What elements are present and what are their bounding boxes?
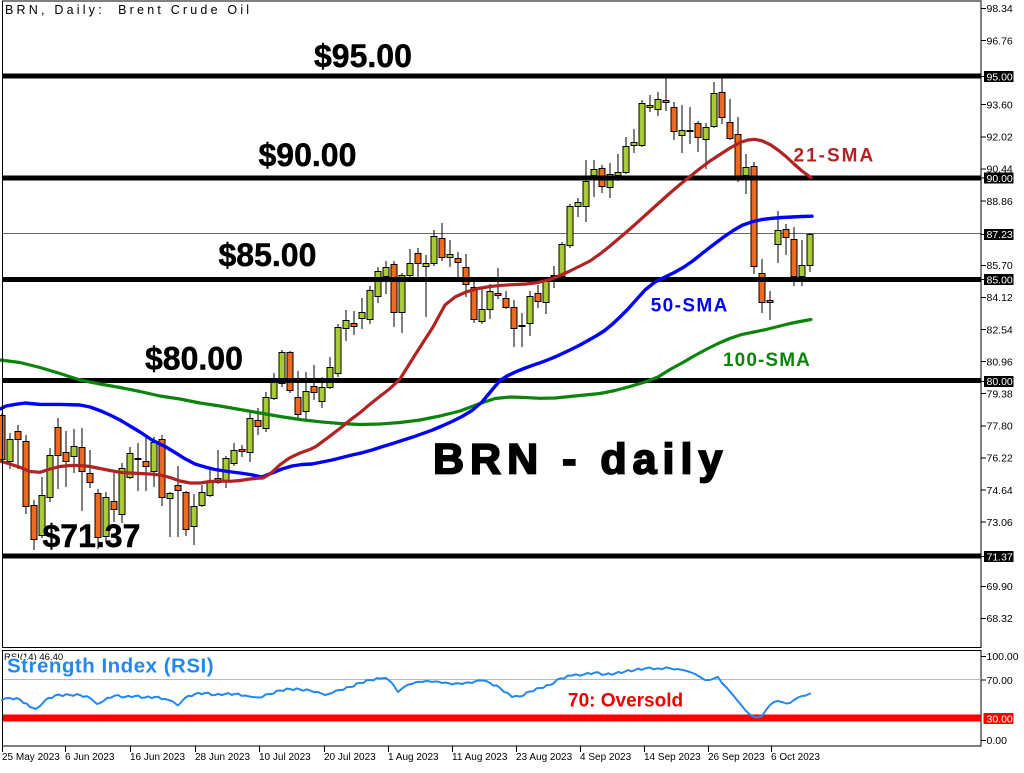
svg-text:82.54: 82.54 <box>987 324 1013 336</box>
svg-text:95.00: 95.00 <box>987 71 1013 83</box>
svg-text:85.00: 85.00 <box>987 275 1013 287</box>
svg-text:23 Aug 2023: 23 Aug 2023 <box>516 752 573 763</box>
svg-text:26 Sep 2023: 26 Sep 2023 <box>708 752 765 763</box>
svg-text:$71.37: $71.37 <box>43 518 141 554</box>
svg-text:96.76: 96.76 <box>987 35 1013 47</box>
svg-text:80.00: 80.00 <box>987 376 1013 388</box>
svg-text:$95.00: $95.00 <box>314 38 412 74</box>
svg-text:69.90: 69.90 <box>987 581 1013 593</box>
svg-text:1 Aug 2023: 1 Aug 2023 <box>388 752 439 763</box>
svg-text:16 Jun 2023: 16 Jun 2023 <box>130 752 185 763</box>
svg-text:0.00: 0.00 <box>987 735 1008 747</box>
svg-text:79.38: 79.38 <box>987 389 1013 401</box>
svg-text:71.37: 71.37 <box>987 551 1013 563</box>
svg-text:74.64: 74.64 <box>987 485 1013 497</box>
svg-text:6 Oct 2023: 6 Oct 2023 <box>771 752 820 763</box>
svg-text:100-SMA: 100-SMA <box>723 350 811 371</box>
svg-text:BRN, Daily: Brent Crude Oil: BRN, Daily: Brent Crude Oil <box>5 3 252 17</box>
svg-text:Strength Index (RSI): Strength Index (RSI) <box>7 655 214 678</box>
svg-text:6 Jun 2023: 6 Jun 2023 <box>65 752 115 763</box>
svg-text:80.96: 80.96 <box>987 356 1013 368</box>
svg-text:RSI(14) 46.40: RSI(14) 46.40 <box>4 652 63 663</box>
svg-text:30.00: 30.00 <box>987 714 1013 726</box>
svg-text:50-SMA: 50-SMA <box>651 296 729 317</box>
svg-text:90.00: 90.00 <box>987 173 1013 185</box>
svg-text:$80.00: $80.00 <box>145 341 243 377</box>
svg-text:92.02: 92.02 <box>987 132 1013 144</box>
svg-text:73.06: 73.06 <box>987 517 1013 529</box>
svg-text:20 Jul 2023: 20 Jul 2023 <box>324 752 376 763</box>
svg-text:93.60: 93.60 <box>987 100 1013 112</box>
svg-text:21-SMA: 21-SMA <box>794 146 876 167</box>
svg-text:4 Sep 2023: 4 Sep 2023 <box>580 752 632 763</box>
svg-text:88.86: 88.86 <box>987 196 1013 208</box>
svg-text:100.00: 100.00 <box>987 651 1019 663</box>
svg-text:$85.00: $85.00 <box>219 237 317 273</box>
svg-text:14 Sep 2023: 14 Sep 2023 <box>644 752 701 763</box>
svg-text:BRN - daily: BRN - daily <box>433 436 728 484</box>
svg-text:70: Oversold: 70: Oversold <box>568 691 683 712</box>
svg-text:77.80: 77.80 <box>987 421 1013 433</box>
svg-text:11 Aug 2023: 11 Aug 2023 <box>452 752 508 763</box>
svg-text:76.22: 76.22 <box>987 453 1013 465</box>
svg-text:68.32: 68.32 <box>987 613 1013 625</box>
svg-text:10 Jul 2023: 10 Jul 2023 <box>259 752 311 763</box>
svg-text:70.00: 70.00 <box>987 675 1013 687</box>
svg-text:98.34: 98.34 <box>987 3 1013 15</box>
svg-text:87.23: 87.23 <box>987 229 1013 241</box>
svg-text:84.12: 84.12 <box>987 292 1013 304</box>
svg-text:25 May 2023: 25 May 2023 <box>2 752 60 763</box>
svg-text:85.70: 85.70 <box>987 260 1013 272</box>
svg-text:28 Jun 2023: 28 Jun 2023 <box>195 752 250 763</box>
svg-text:$90.00: $90.00 <box>259 137 357 173</box>
